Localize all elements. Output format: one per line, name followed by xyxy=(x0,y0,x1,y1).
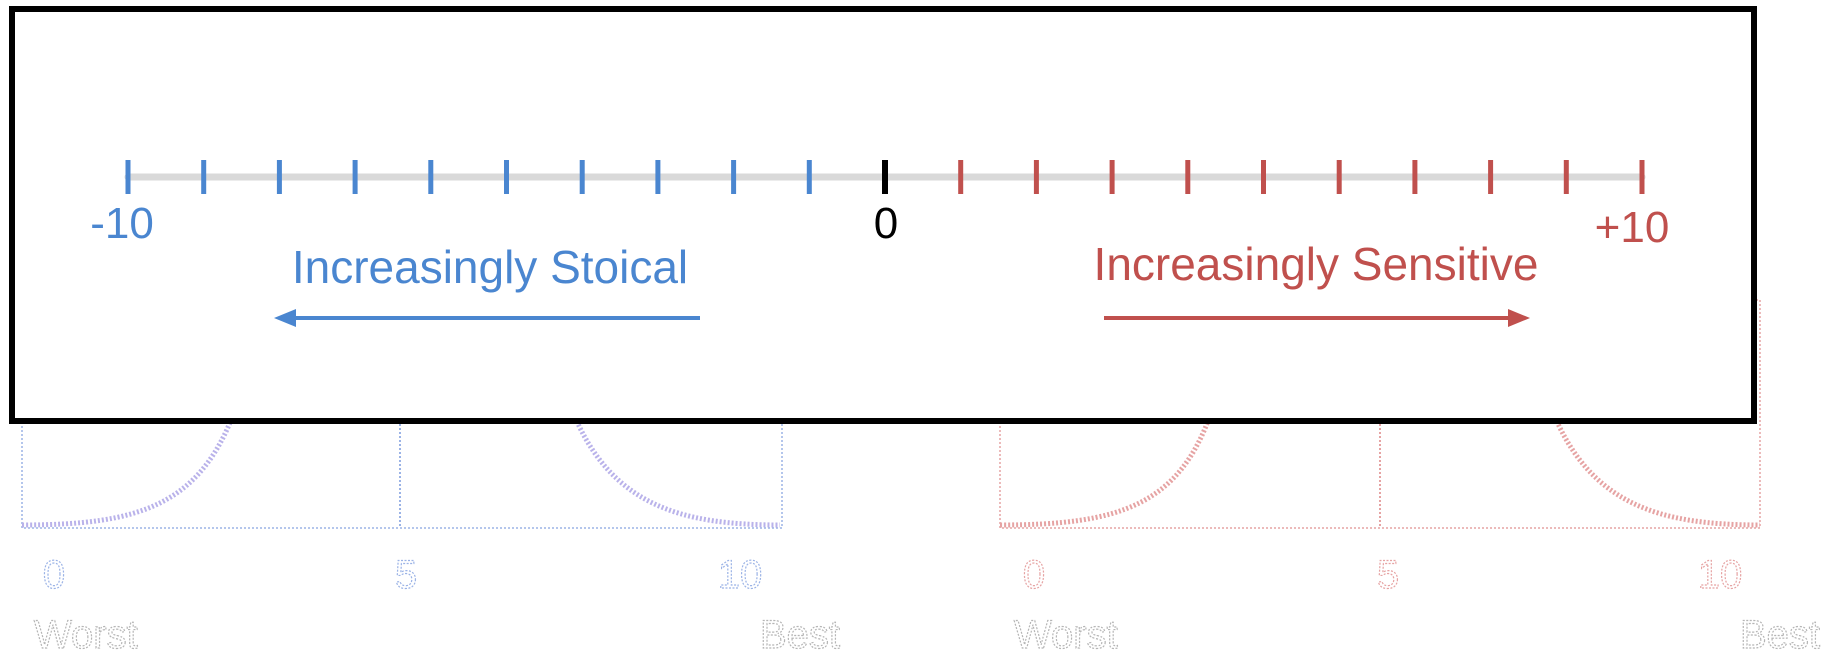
background-chart-left: 0 5 10 Worst Best xyxy=(21,299,841,655)
background-chart-right: 0 5 10 Worst Best xyxy=(999,299,1821,655)
caption-stoical: Increasingly Stoical xyxy=(292,241,688,293)
arrow-right-head-icon xyxy=(1508,309,1530,327)
scale-label-max: +10 xyxy=(1595,203,1670,252)
caption-sensitive: Increasingly Sensitive xyxy=(1094,238,1539,290)
background-chart-right-curve-down xyxy=(1549,409,1761,528)
background-left-tick-5: 5 xyxy=(395,553,417,597)
background-chart-right-curve-up xyxy=(999,409,1215,528)
background-right-tick-0: 0 xyxy=(1023,553,1045,597)
background-left-tick-0: 0 xyxy=(43,553,65,597)
arrow-left-head-icon xyxy=(274,309,296,327)
background-right-worst-label: Worst xyxy=(1014,613,1118,655)
background-left-worst-label: Worst xyxy=(34,613,138,655)
scale-ticks xyxy=(125,160,1645,194)
arrow-right-sensitive xyxy=(1104,309,1530,327)
background-right-tick-5: 5 xyxy=(1377,553,1399,597)
background-right-tick-10: 10 xyxy=(1698,553,1743,597)
background-left-best-label: Best xyxy=(760,613,840,655)
background-chart-left-curve-down xyxy=(569,409,781,528)
background-right-best-label: Best xyxy=(1740,613,1820,655)
scale-label-min: -10 xyxy=(90,199,154,248)
scale-frame xyxy=(9,6,1757,424)
arrow-left-stoical xyxy=(274,309,700,327)
background-chart-left-curve-up xyxy=(21,409,238,528)
background-left-tick-10: 10 xyxy=(718,553,763,597)
scale-label-center: 0 xyxy=(874,199,898,248)
